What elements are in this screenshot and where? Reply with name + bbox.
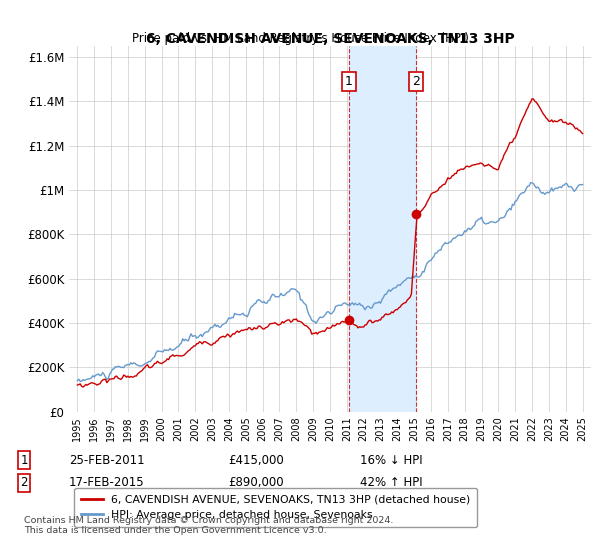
Text: 2: 2 [412,75,420,88]
Text: 42% ↑ HPI: 42% ↑ HPI [360,476,422,489]
Text: 2: 2 [20,476,28,489]
Text: £415,000: £415,000 [228,454,284,467]
Text: Contains HM Land Registry data © Crown copyright and database right 2024.
This d: Contains HM Land Registry data © Crown c… [24,516,394,535]
Title: 6, CAVENDISH AVENUE, SEVENOAKS, TN13 3HP: 6, CAVENDISH AVENUE, SEVENOAKS, TN13 3HP [146,32,514,46]
Text: 1: 1 [20,454,28,467]
Text: 25-FEB-2011: 25-FEB-2011 [69,454,145,467]
Text: Price paid vs. HM Land Registry's House Price Index (HPI): Price paid vs. HM Land Registry's House … [131,31,469,45]
Legend: 6, CAVENDISH AVENUE, SEVENOAKS, TN13 3HP (detached house), HPI: Average price, d: 6, CAVENDISH AVENUE, SEVENOAKS, TN13 3HP… [74,488,477,527]
Text: £890,000: £890,000 [228,476,284,489]
Text: 17-FEB-2015: 17-FEB-2015 [69,476,145,489]
Text: 1: 1 [345,75,353,88]
Text: 16% ↓ HPI: 16% ↓ HPI [360,454,422,467]
Bar [349,46,416,412]
